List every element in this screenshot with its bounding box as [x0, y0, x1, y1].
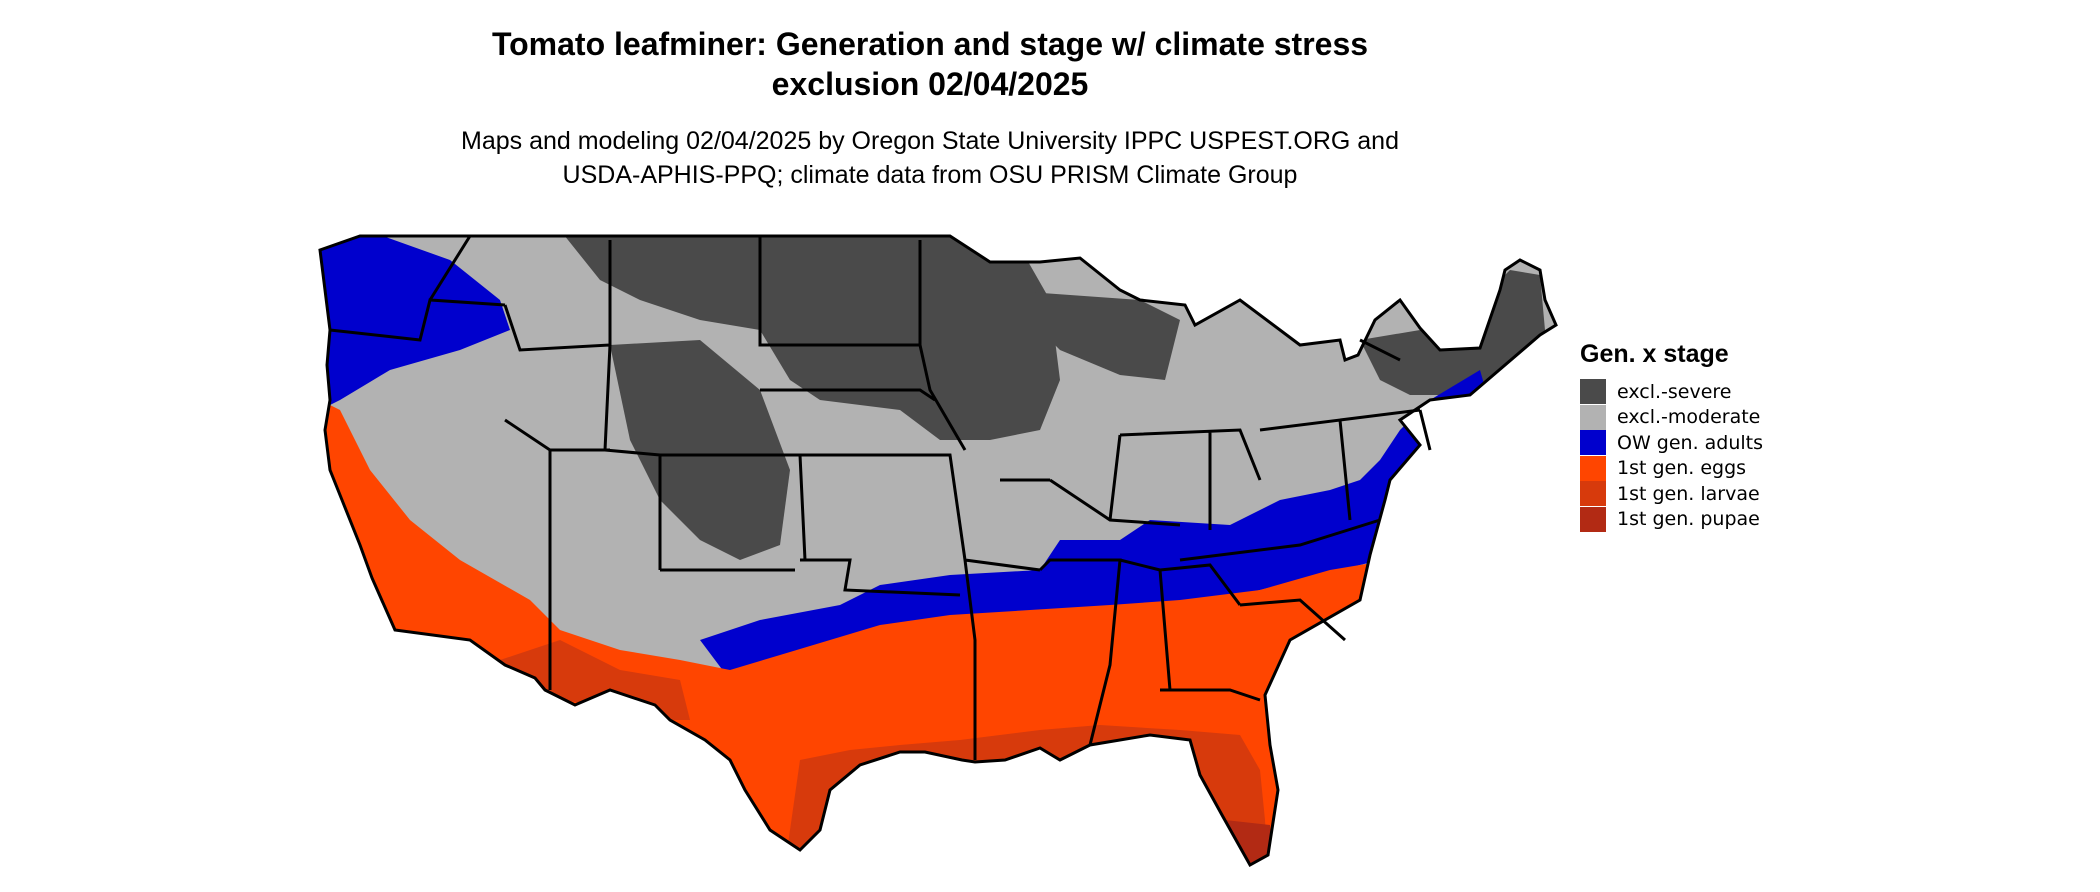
region-ow-adults-southeast — [700, 370, 1500, 680]
region-excl-severe-north — [560, 236, 1060, 440]
map-subtitle: Maps and modeling 02/04/2025 by Oregon S… — [0, 124, 1860, 192]
legend-item-larvae: 1st gen. larvae — [1580, 481, 1763, 507]
subtitle-line-2: USDA-APHIS-PPQ; climate data from OSU PR… — [562, 161, 1298, 189]
title-line-2: exclusion 02/04/2025 — [771, 66, 1089, 102]
legend-label: excl.-severe — [1617, 380, 1732, 403]
legend-swatch — [1580, 404, 1606, 430]
legend-item-ow-adults: OW gen. adults — [1580, 430, 1763, 456]
legend-item-excl-moderate: excl.-moderate — [1580, 404, 1763, 431]
region-excl-severe-great-lakes — [1000, 290, 1180, 380]
map-title: Tomato leafminer: Generation and stage w… — [0, 24, 1860, 104]
legend-label: OW gen. adults — [1617, 431, 1764, 454]
legend-item-excl-severe: excl.-severe — [1580, 379, 1763, 405]
legend-label: 1st gen. pupae — [1617, 508, 1760, 531]
legend-label: excl.-moderate — [1617, 406, 1761, 429]
region-ow-adults-northwest — [320, 236, 510, 420]
state-borders — [318, 234, 1558, 867]
state-lines — [329, 235, 1432, 760]
legend-swatch — [1580, 506, 1606, 532]
legend-swatch — [1580, 481, 1606, 507]
subtitle-line-1: Maps and modeling 02/04/2025 by Oregon S… — [461, 127, 1399, 155]
legend-swatch — [1580, 455, 1606, 481]
legend-item-pupae: 1st gen. pupae — [1580, 506, 1763, 533]
legend-swatch — [1580, 430, 1606, 456]
region-pupae-florida — [1225, 820, 1275, 865]
stage-regions — [320, 236, 1556, 865]
region-excl-severe-rockies — [610, 340, 790, 560]
legend-swatch — [1580, 379, 1606, 405]
legend-title: Gen. x stage — [1580, 340, 1729, 368]
legend-label: 1st gen. larvae — [1617, 482, 1760, 505]
legend-item-eggs: 1st gen. eggs — [1580, 455, 1763, 482]
legend: Gen. x stage excl.-severe excl.-moderate… — [1580, 340, 1763, 532]
legend-label: 1st gen. eggs — [1617, 457, 1747, 480]
title-line-1: Tomato leafminer: Generation and stage w… — [491, 26, 1369, 62]
